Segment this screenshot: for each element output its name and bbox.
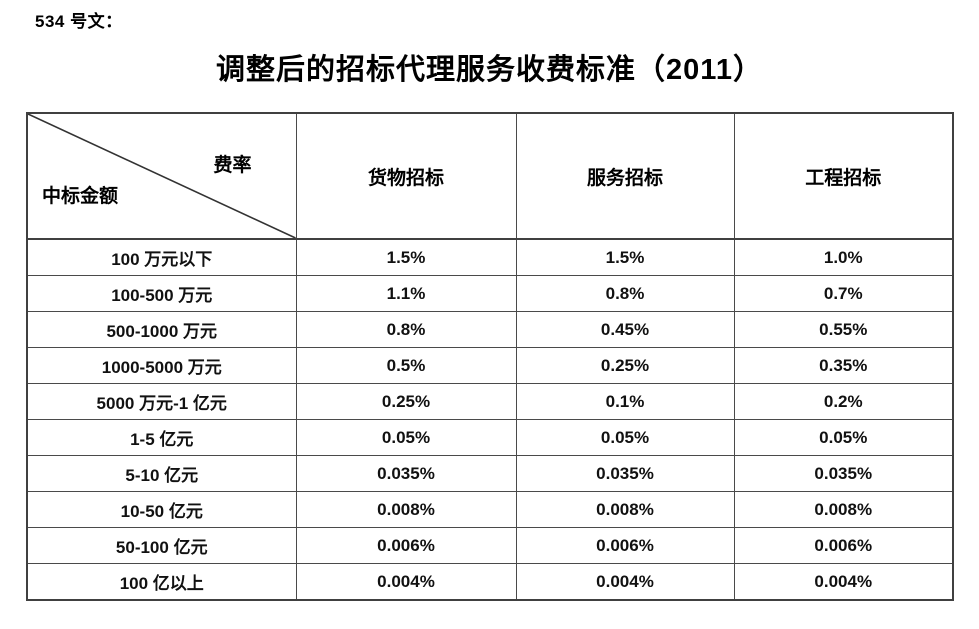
row-label: 5000 万元-1 亿元 xyxy=(26,383,297,420)
rate-cell: 1.5% xyxy=(515,238,735,276)
rate-cell: 1.5% xyxy=(295,238,517,276)
table-row: 5000 万元-1 亿元 0.25% 0.1% 0.2% xyxy=(26,383,954,420)
rate-cell: 0.55% xyxy=(733,311,954,348)
page-title: 调整后的招标代理服务收费标准（2011） xyxy=(216,54,763,86)
diagonal-divider-line xyxy=(28,114,296,238)
rate-cell: 0.05% xyxy=(733,419,954,456)
row-label: 100 亿以上 xyxy=(26,563,297,601)
table-row: 500-1000 万元 0.8% 0.45% 0.55% xyxy=(26,311,954,348)
row-label: 100 万元以下 xyxy=(26,238,297,276)
row-label: 1000-5000 万元 xyxy=(26,347,297,384)
rate-cell: 0.008% xyxy=(733,491,954,528)
rate-cell: 0.45% xyxy=(515,311,735,348)
table-row: 100 亿以上 0.004% 0.004% 0.004% xyxy=(26,563,954,601)
rate-cell: 0.006% xyxy=(733,527,954,564)
rate-cell: 0.035% xyxy=(733,455,954,492)
rate-cell: 0.004% xyxy=(733,563,954,601)
corner-header-cell: 费率 中标金额 xyxy=(26,112,297,240)
corner-label-rate: 费率 xyxy=(213,155,252,176)
row-label: 5-10 亿元 xyxy=(26,455,297,492)
rate-cell: 0.8% xyxy=(295,311,517,348)
rate-cell: 0.25% xyxy=(295,383,517,420)
table-row: 5-10 亿元 0.035% 0.035% 0.035% xyxy=(26,455,954,492)
rate-cell: 0.5% xyxy=(295,347,517,384)
rate-cell: 0.1% xyxy=(515,383,735,420)
rate-cell: 0.035% xyxy=(515,455,735,492)
table-row: 10-50 亿元 0.008% 0.008% 0.008% xyxy=(26,491,954,528)
table-row: 50-100 亿元 0.006% 0.006% 0.006% xyxy=(26,527,954,564)
rate-cell: 1.1% xyxy=(295,275,517,312)
rate-cell: 0.008% xyxy=(515,491,735,528)
rate-cell: 0.05% xyxy=(295,419,517,456)
table-row: 100-500 万元 1.1% 0.8% 0.7% xyxy=(26,275,954,312)
rate-cell: 0.05% xyxy=(515,419,735,456)
column-header-services: 服务招标 xyxy=(515,112,735,240)
rate-cell: 0.2% xyxy=(733,383,954,420)
fee-rate-table: 费率 中标金额 货物招标 服务招标 工程招标 100 万元以下 1.5% 1.5… xyxy=(26,112,954,601)
rate-cell: 0.006% xyxy=(295,527,517,564)
row-label: 50-100 亿元 xyxy=(26,527,297,564)
rate-cell: 0.035% xyxy=(295,455,517,492)
rate-cell: 0.004% xyxy=(515,563,735,601)
table-row: 1-5 亿元 0.05% 0.05% 0.05% xyxy=(26,419,954,456)
corner-label-amount: 中标金额 xyxy=(42,186,119,207)
row-label: 10-50 亿元 xyxy=(26,491,297,528)
rate-cell: 0.25% xyxy=(515,347,735,384)
rate-cell: 0.006% xyxy=(515,527,735,564)
header-row: 费率 中标金额 货物招标 服务招标 工程招标 xyxy=(26,112,954,240)
column-header-works: 工程招标 xyxy=(733,112,954,240)
rate-cell: 0.35% xyxy=(733,347,954,384)
rate-cell: 0.008% xyxy=(295,491,517,528)
doc-number-label: 534 号文： xyxy=(35,12,123,31)
row-label: 500-1000 万元 xyxy=(26,311,297,348)
row-label: 100-500 万元 xyxy=(26,275,297,312)
row-label: 1-5 亿元 xyxy=(26,419,297,456)
rate-cell: 0.7% xyxy=(733,275,954,312)
table-row: 100 万元以下 1.5% 1.5% 1.0% xyxy=(26,238,954,276)
column-header-goods: 货物招标 xyxy=(295,112,517,240)
table-row: 1000-5000 万元 0.5% 0.25% 0.35% xyxy=(26,347,954,384)
rate-cell: 0.8% xyxy=(515,275,735,312)
rate-cell: 1.0% xyxy=(733,238,954,276)
rate-cell: 0.004% xyxy=(295,563,517,601)
